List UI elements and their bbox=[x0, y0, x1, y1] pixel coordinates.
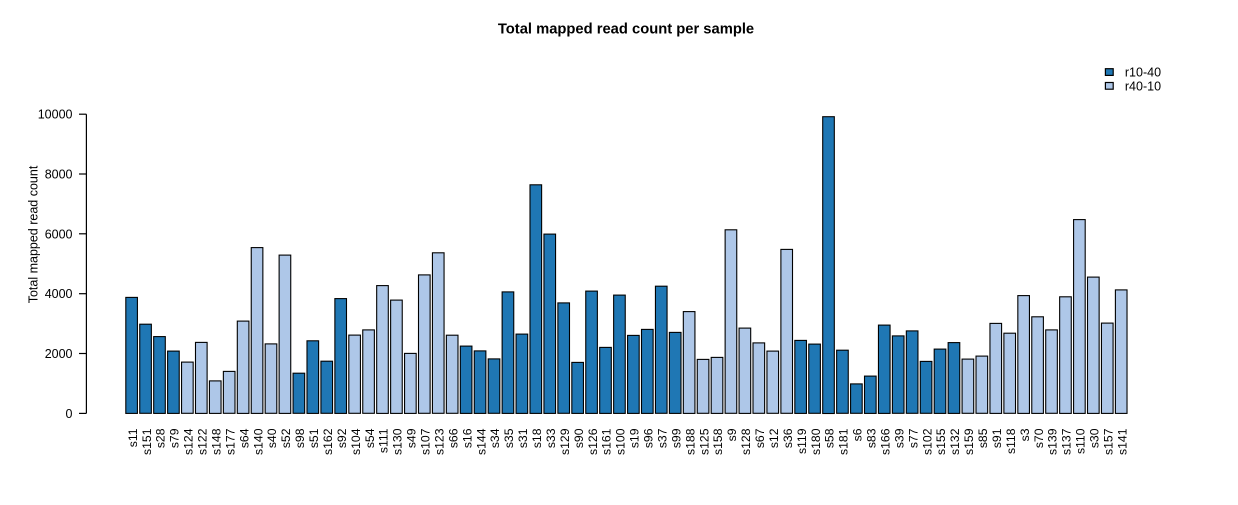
svg-text:s70: s70 bbox=[1032, 428, 1046, 448]
svg-text:0: 0 bbox=[66, 407, 73, 421]
svg-text:s18: s18 bbox=[530, 428, 544, 448]
svg-text:s132: s132 bbox=[948, 428, 962, 455]
svg-text:s16: s16 bbox=[460, 428, 474, 448]
svg-text:s90: s90 bbox=[572, 428, 586, 448]
svg-text:s111: s111 bbox=[377, 428, 391, 453]
svg-text:s162: s162 bbox=[321, 428, 335, 455]
svg-text:s67: s67 bbox=[753, 428, 767, 448]
svg-text:10000: 10000 bbox=[38, 108, 73, 122]
svg-text:s130: s130 bbox=[391, 428, 405, 455]
svg-text:s30: s30 bbox=[1088, 428, 1102, 448]
svg-text:s161: s161 bbox=[600, 428, 614, 455]
svg-text:s79: s79 bbox=[168, 428, 182, 448]
svg-text:s140: s140 bbox=[251, 428, 265, 455]
svg-text:s119: s119 bbox=[795, 428, 809, 454]
svg-text:s110: s110 bbox=[1074, 428, 1088, 454]
svg-text:4000: 4000 bbox=[45, 287, 73, 301]
svg-text:r10-40: r10-40 bbox=[1125, 66, 1161, 80]
svg-text:s85: s85 bbox=[976, 428, 990, 448]
svg-text:s96: s96 bbox=[642, 428, 656, 448]
svg-text:s158: s158 bbox=[711, 428, 725, 455]
svg-text:Total mapped read count: Total mapped read count bbox=[27, 165, 41, 303]
svg-text:s104: s104 bbox=[349, 428, 363, 455]
svg-text:s177: s177 bbox=[223, 428, 237, 455]
svg-text:s157: s157 bbox=[1101, 428, 1115, 455]
svg-text:s52: s52 bbox=[279, 428, 293, 448]
svg-text:s77: s77 bbox=[906, 428, 920, 448]
svg-text:s36: s36 bbox=[781, 428, 795, 448]
svg-text:r40-10: r40-10 bbox=[1125, 80, 1161, 94]
svg-text:s19: s19 bbox=[628, 428, 642, 448]
svg-text:s188: s188 bbox=[683, 428, 697, 455]
svg-text:Total mapped read count per sa: Total mapped read count per sample bbox=[498, 22, 754, 38]
svg-text:s124: s124 bbox=[182, 428, 196, 455]
svg-text:s128: s128 bbox=[739, 428, 753, 455]
svg-text:s180: s180 bbox=[809, 428, 823, 455]
svg-text:s151: s151 bbox=[140, 428, 154, 455]
svg-text:2000: 2000 bbox=[45, 347, 73, 361]
svg-text:s40: s40 bbox=[265, 428, 279, 448]
svg-text:s122: s122 bbox=[196, 428, 210, 455]
svg-text:s6: s6 bbox=[851, 428, 865, 441]
svg-text:s107: s107 bbox=[419, 428, 433, 455]
svg-text:s98: s98 bbox=[293, 428, 307, 448]
svg-text:8000: 8000 bbox=[45, 168, 73, 182]
svg-text:s125: s125 bbox=[697, 428, 711, 455]
svg-text:s155: s155 bbox=[934, 428, 948, 455]
svg-text:s91: s91 bbox=[990, 428, 1004, 448]
svg-text:s12: s12 bbox=[767, 428, 781, 448]
svg-text:s54: s54 bbox=[363, 428, 377, 448]
svg-text:s123: s123 bbox=[432, 428, 446, 455]
svg-text:s34: s34 bbox=[488, 428, 502, 448]
svg-text:s35: s35 bbox=[502, 428, 516, 448]
svg-text:s159: s159 bbox=[962, 428, 976, 455]
svg-text:s58: s58 bbox=[823, 428, 837, 448]
svg-text:s144: s144 bbox=[474, 428, 488, 455]
svg-text:s92: s92 bbox=[335, 428, 349, 448]
svg-text:s148: s148 bbox=[209, 428, 223, 455]
svg-text:s37: s37 bbox=[655, 428, 669, 448]
svg-text:s141: s141 bbox=[1115, 428, 1129, 455]
svg-text:s99: s99 bbox=[669, 428, 683, 448]
svg-text:s129: s129 bbox=[558, 428, 572, 455]
svg-text:s139: s139 bbox=[1046, 428, 1060, 455]
svg-text:s126: s126 bbox=[586, 428, 600, 455]
svg-text:s3: s3 bbox=[1018, 428, 1032, 441]
svg-text:s118: s118 bbox=[1004, 428, 1018, 454]
svg-text:s181: s181 bbox=[837, 428, 851, 455]
svg-text:s9: s9 bbox=[725, 428, 739, 441]
svg-text:s39: s39 bbox=[892, 428, 906, 448]
svg-text:s64: s64 bbox=[237, 428, 251, 448]
svg-text:s33: s33 bbox=[544, 428, 558, 448]
svg-text:s51: s51 bbox=[307, 428, 321, 448]
svg-text:s31: s31 bbox=[516, 428, 530, 448]
svg-text:6000: 6000 bbox=[45, 227, 73, 241]
svg-text:s166: s166 bbox=[878, 428, 892, 455]
svg-text:s83: s83 bbox=[865, 428, 879, 448]
svg-text:s49: s49 bbox=[405, 428, 419, 448]
svg-text:s28: s28 bbox=[154, 428, 168, 448]
svg-text:s66: s66 bbox=[446, 428, 460, 448]
svg-text:s102: s102 bbox=[920, 428, 934, 455]
svg-text:s11: s11 bbox=[126, 428, 140, 447]
svg-text:s100: s100 bbox=[614, 428, 628, 455]
svg-text:s137: s137 bbox=[1060, 428, 1074, 455]
